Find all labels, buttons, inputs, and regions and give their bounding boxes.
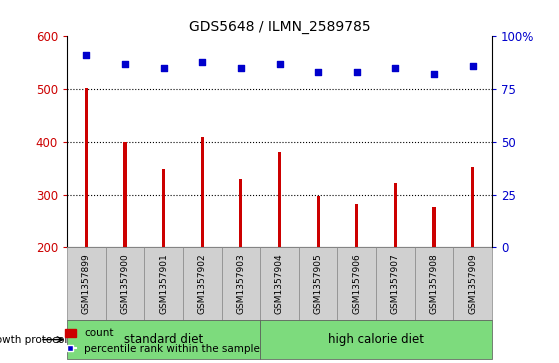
Point xyxy=(82,52,91,58)
Point xyxy=(352,69,361,75)
Bar xyxy=(106,247,144,320)
Point xyxy=(314,69,323,75)
Bar xyxy=(471,167,474,247)
Text: GSM1357904: GSM1357904 xyxy=(275,253,284,314)
Text: GSM1357909: GSM1357909 xyxy=(468,253,477,314)
Bar xyxy=(67,320,260,359)
Bar xyxy=(376,247,415,320)
Text: GSM1357905: GSM1357905 xyxy=(314,253,323,314)
Bar xyxy=(144,247,183,320)
Text: GSM1357900: GSM1357900 xyxy=(121,253,130,314)
Point xyxy=(468,63,477,69)
Bar xyxy=(433,207,435,247)
Bar xyxy=(278,152,281,247)
Point xyxy=(236,65,245,71)
Bar xyxy=(124,142,126,247)
Bar xyxy=(67,247,106,320)
Bar xyxy=(316,196,320,247)
Bar xyxy=(394,183,397,247)
Text: GSM1357903: GSM1357903 xyxy=(236,253,245,314)
Text: high calorie diet: high calorie diet xyxy=(328,333,424,346)
Point xyxy=(429,72,438,77)
Point xyxy=(198,59,207,65)
Bar xyxy=(201,136,204,247)
Bar xyxy=(221,247,260,320)
Bar xyxy=(453,247,492,320)
Text: growth protocol: growth protocol xyxy=(0,335,67,344)
Bar xyxy=(299,247,338,320)
Text: GSM1357899: GSM1357899 xyxy=(82,253,91,314)
Legend: count, percentile rank within the sample: count, percentile rank within the sample xyxy=(61,324,264,358)
Text: GSM1357902: GSM1357902 xyxy=(198,253,207,314)
Title: GDS5648 / ILMN_2589785: GDS5648 / ILMN_2589785 xyxy=(189,20,370,34)
Bar xyxy=(415,247,453,320)
Bar xyxy=(260,320,492,359)
Bar xyxy=(85,88,88,247)
Point xyxy=(159,65,168,71)
Bar xyxy=(162,169,165,247)
Text: standard diet: standard diet xyxy=(124,333,203,346)
Point xyxy=(391,65,400,71)
Bar xyxy=(338,247,376,320)
Point xyxy=(275,61,284,67)
Point xyxy=(121,61,130,67)
Text: GSM1357906: GSM1357906 xyxy=(352,253,361,314)
Bar xyxy=(355,204,358,247)
Text: GSM1357901: GSM1357901 xyxy=(159,253,168,314)
Bar xyxy=(183,247,221,320)
Bar xyxy=(239,179,243,247)
Text: GSM1357907: GSM1357907 xyxy=(391,253,400,314)
Text: GSM1357908: GSM1357908 xyxy=(429,253,438,314)
Bar xyxy=(260,247,299,320)
